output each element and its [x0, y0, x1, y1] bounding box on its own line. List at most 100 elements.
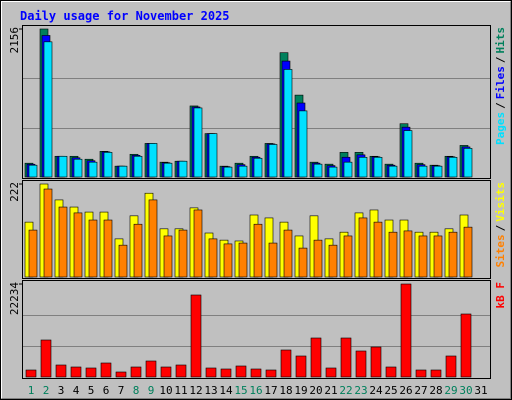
- legend-separator: /: [494, 224, 507, 231]
- bar: [235, 365, 247, 378]
- x-tick-label: 10: [159, 384, 172, 397]
- bar: [298, 110, 308, 178]
- bar: [58, 155, 68, 178]
- bar: [343, 235, 353, 278]
- x-tick-label: 14: [219, 384, 233, 397]
- legend-entry: Hits: [494, 27, 507, 54]
- legend: Sites / Visits: [494, 182, 507, 268]
- bar: [43, 41, 53, 178]
- x-tick-label: 13: [204, 384, 217, 397]
- bar: [445, 355, 457, 378]
- legend-entry: kB F: [494, 282, 507, 309]
- legend: kB F: [494, 282, 507, 309]
- bar: [208, 133, 218, 178]
- bar: [133, 223, 143, 278]
- x-tick-label: 2: [43, 384, 50, 397]
- bar: [193, 209, 203, 278]
- bar: [238, 165, 248, 178]
- x-tick-label: 28: [429, 384, 442, 397]
- bar: [178, 160, 188, 178]
- bar: [178, 229, 188, 278]
- bar: [103, 219, 113, 278]
- bar: [403, 230, 413, 278]
- bar: [460, 313, 472, 378]
- bar: [118, 244, 128, 278]
- bar: [85, 367, 97, 378]
- y-tick-label: 22234: [8, 282, 21, 315]
- x-tick-label: 21: [324, 384, 337, 397]
- x-tick-label: 20: [309, 384, 322, 397]
- bar: [358, 217, 368, 278]
- x-tick-label: 15: [234, 384, 247, 397]
- bar: [43, 188, 53, 278]
- bar: [400, 283, 412, 378]
- bar: [58, 206, 68, 278]
- x-tick-label: 12: [189, 384, 202, 397]
- bar: [223, 166, 233, 178]
- y-tick-label: 222: [8, 182, 21, 202]
- legend-entry: Visits: [494, 182, 507, 222]
- bar: [388, 231, 398, 278]
- bar: [223, 243, 233, 278]
- bar: [205, 367, 217, 378]
- x-tick-label: 24: [369, 384, 383, 397]
- bar: [250, 368, 262, 378]
- bar: [88, 161, 98, 178]
- bar: [403, 130, 413, 178]
- x-tick-label: 17: [264, 384, 277, 397]
- legend-separator: /: [494, 56, 507, 63]
- legend-entry: Sites: [494, 234, 507, 267]
- bar: [340, 337, 352, 378]
- bar: [418, 235, 428, 278]
- bar: [40, 339, 52, 378]
- x-tick-label: 27: [414, 384, 427, 397]
- bar: [163, 235, 173, 278]
- bar: [373, 221, 383, 278]
- bar: [358, 156, 368, 178]
- bar: [103, 152, 113, 178]
- bar: [328, 166, 338, 178]
- x-tick-label: 23: [354, 384, 367, 397]
- x-tick-label: 5: [88, 384, 95, 397]
- bar: [343, 161, 353, 178]
- bar: [148, 199, 158, 278]
- x-tick-label: 6: [103, 384, 110, 397]
- bar: [298, 247, 308, 278]
- x-tick-label: 1: [28, 384, 35, 397]
- bar: [238, 242, 248, 278]
- bar: [433, 235, 443, 278]
- x-tick-label: 16: [249, 384, 262, 397]
- y-tick-label: 2156: [8, 27, 21, 54]
- bar: [145, 360, 157, 378]
- x-tick-label: 26: [399, 384, 412, 397]
- bar: [115, 371, 127, 378]
- bar: [418, 165, 428, 178]
- bar: [220, 368, 232, 378]
- bar: [433, 165, 443, 178]
- bar: [130, 366, 142, 378]
- bar: [88, 219, 98, 278]
- bar: [25, 369, 37, 378]
- panel: [22, 25, 491, 179]
- bar: [370, 346, 382, 378]
- bar: [385, 366, 397, 378]
- bar: [430, 369, 442, 378]
- bar: [208, 238, 218, 278]
- x-tick-label: 30: [459, 384, 472, 397]
- x-tick-label: 11: [174, 384, 187, 397]
- bar: [163, 162, 173, 178]
- bar: [28, 229, 38, 278]
- bar: [463, 148, 473, 178]
- bar: [325, 367, 337, 378]
- x-tick-label: 29: [444, 384, 457, 397]
- bar: [193, 107, 203, 178]
- x-tick-label: 31: [474, 384, 487, 397]
- bar: [148, 143, 158, 178]
- bar: [268, 242, 278, 278]
- bar: [388, 165, 398, 178]
- bar: [70, 366, 82, 378]
- bar: [100, 362, 112, 378]
- panel: [22, 280, 491, 379]
